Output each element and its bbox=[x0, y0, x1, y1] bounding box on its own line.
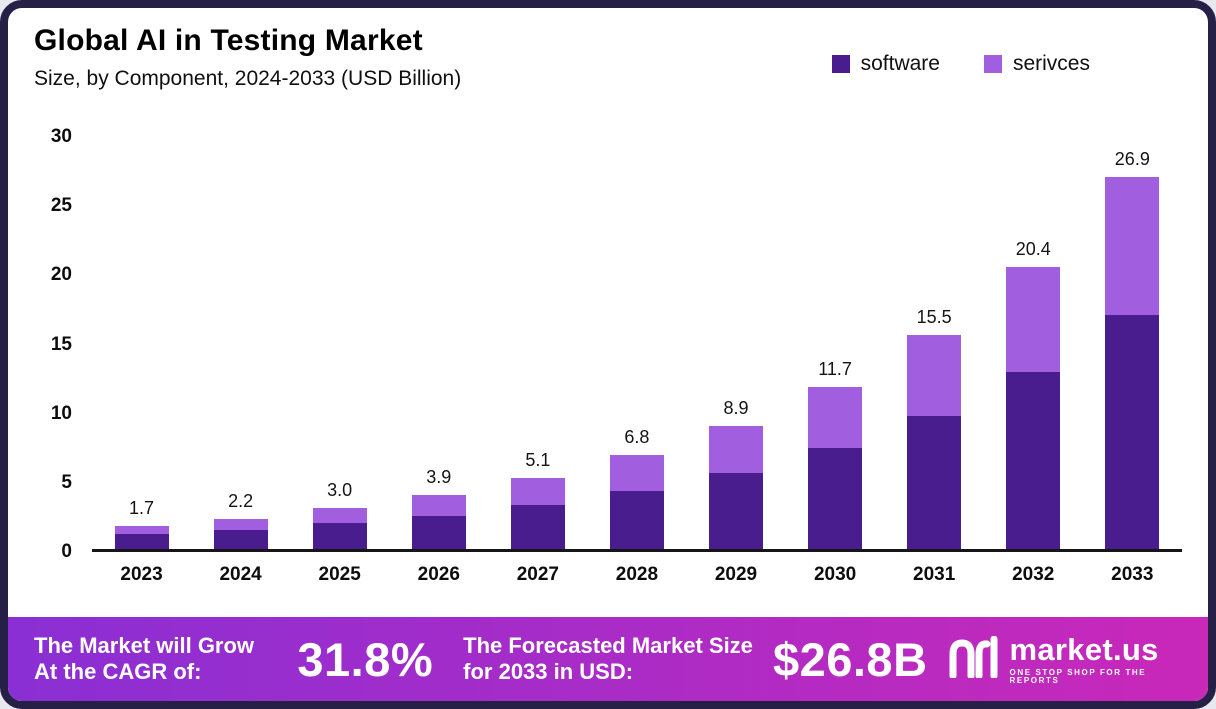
forecast-value: $26.8B bbox=[772, 632, 928, 686]
stacked-bar bbox=[1105, 176, 1160, 549]
services-segment bbox=[114, 525, 169, 534]
bar-total-label: 15.5 bbox=[916, 306, 952, 327]
y-axis-label: 0 bbox=[61, 541, 72, 562]
bar-total-label: 26.9 bbox=[1114, 148, 1150, 169]
software-segment bbox=[312, 522, 367, 549]
stacked-bar bbox=[609, 454, 664, 549]
bar-total-label: 20.4 bbox=[1015, 238, 1051, 259]
marketus-logo: market.us ONE STOP SHOP FOR THE REPORTS bbox=[948, 634, 1182, 685]
x-axis: 2023 2024 2025 2026 2027 2028 2029 2030 2031 2032… bbox=[92, 564, 1182, 586]
marketus-logo-text: market.us ONE STOP SHOP FOR THE REPORTS bbox=[1010, 634, 1182, 685]
x-axis-label: 2026 bbox=[417, 564, 460, 585]
services-segment bbox=[1006, 266, 1061, 372]
legend: software serivces bbox=[831, 52, 1090, 76]
legend-label-services: serivces bbox=[1012, 52, 1090, 75]
services-segment bbox=[510, 478, 565, 505]
services-segment bbox=[907, 334, 962, 417]
bar-group-2031: 15.5 bbox=[885, 120, 984, 549]
bar-group-2030: 11.7 bbox=[786, 120, 885, 549]
software-segment bbox=[510, 504, 565, 549]
x-axis-label: 2029 bbox=[714, 564, 758, 585]
x-axis-label: 2025 bbox=[318, 564, 361, 585]
y-axis-label: 10 bbox=[50, 402, 72, 424]
software-segment bbox=[709, 472, 763, 549]
marketus-logo-icon bbox=[948, 635, 1000, 683]
bar-total-label: 5.1 bbox=[525, 450, 551, 471]
legend-item-services: serivces bbox=[983, 52, 1090, 76]
chart-header: Global AI in Testing Market Size, by Com… bbox=[34, 24, 461, 91]
x-axis-label: 2030 bbox=[813, 564, 857, 585]
logo-tagline: ONE STOP SHOP FOR THE REPORTS bbox=[1009, 667, 1147, 685]
x-axis-label: 2023 bbox=[120, 564, 163, 585]
bar-group-2025: 3.0 bbox=[290, 120, 389, 549]
services-segment bbox=[808, 387, 863, 449]
x-axis-label: 2031 bbox=[913, 564, 956, 585]
services-segment bbox=[213, 518, 268, 530]
bar-group-2026: 3.9 bbox=[389, 120, 488, 549]
services-segment bbox=[411, 495, 466, 516]
stacked-bar bbox=[213, 518, 268, 549]
bar-total-label: 6.8 bbox=[624, 426, 650, 447]
x-axis-label: 2032 bbox=[1012, 564, 1055, 585]
y-axis-label: 30 bbox=[50, 126, 72, 147]
services-segment bbox=[1105, 176, 1160, 316]
services-swatch bbox=[983, 55, 1002, 73]
x-axis-label: 2024 bbox=[219, 564, 262, 585]
bar-group-2033: 26.9 bbox=[1083, 120, 1182, 549]
software-segment bbox=[609, 490, 664, 549]
forecast-label: The Forecasted Market Size for 2033 in U… bbox=[463, 633, 753, 684]
plot-area: 1.7 2.2 3.0 3.9 5.1 6.8 8.9 11.7 15.5 20.4 26.9 bbox=[92, 120, 1182, 552]
bar-total-label: 3.9 bbox=[426, 467, 452, 488]
software-segment bbox=[808, 448, 863, 549]
bar-total-label: 8.9 bbox=[723, 397, 749, 418]
services-segment bbox=[312, 507, 367, 523]
software-swatch bbox=[831, 55, 850, 73]
legend-label-software: software bbox=[860, 52, 940, 75]
stacked-bar bbox=[1006, 266, 1061, 549]
stacked-bar bbox=[411, 495, 466, 549]
software-segment bbox=[114, 533, 169, 549]
software-segment bbox=[907, 416, 962, 549]
bar-group-2024: 2.2 bbox=[191, 120, 290, 549]
x-axis-label: 2028 bbox=[615, 564, 659, 585]
services-segment bbox=[609, 454, 664, 491]
software-segment bbox=[1105, 315, 1160, 549]
bar-group-2028: 6.8 bbox=[587, 120, 686, 549]
cagr-label: The Market will Grow At the CAGR of: bbox=[34, 633, 255, 684]
stacked-bar bbox=[510, 478, 565, 549]
page-title: Global AI in Testing Market bbox=[34, 24, 423, 57]
stacked-bar bbox=[709, 425, 763, 549]
bar-group-2027: 5.1 bbox=[488, 120, 587, 549]
bar-total-label: 3.0 bbox=[327, 479, 353, 500]
stacked-bar bbox=[114, 525, 169, 549]
y-axis-label: 15 bbox=[50, 333, 72, 355]
logo-wordmark: market.us bbox=[1009, 631, 1159, 667]
y-axis-label: 5 bbox=[61, 471, 72, 493]
bar-total-label: 2.2 bbox=[228, 490, 254, 511]
stacked-bar bbox=[312, 507, 367, 549]
stacked-bar bbox=[907, 334, 962, 549]
legend-item-software: software bbox=[831, 52, 940, 76]
software-segment bbox=[213, 529, 268, 549]
x-axis-label: 2033 bbox=[1111, 564, 1154, 585]
bar-group-2032: 20.4 bbox=[984, 120, 1083, 549]
bar-group-2023: 1.7 bbox=[92, 120, 191, 549]
bar-total-label: 1.7 bbox=[129, 497, 155, 518]
y-axis: 0 5 10 15 20 25 30 bbox=[30, 120, 82, 562]
services-segment bbox=[709, 425, 763, 473]
y-axis-label: 20 bbox=[50, 264, 72, 286]
bar-group-2029: 8.9 bbox=[686, 120, 785, 549]
banner: The Market will Grow At the CAGR of: 31.… bbox=[8, 617, 1208, 701]
software-segment bbox=[411, 515, 466, 549]
y-axis-label: 25 bbox=[50, 195, 72, 217]
x-axis-label: 2027 bbox=[516, 564, 559, 585]
bar-total-label: 11.7 bbox=[818, 359, 852, 380]
software-segment bbox=[1006, 371, 1061, 549]
stacked-bar bbox=[808, 387, 863, 549]
chart-subtitle: Size, by Component, 2024-2033 (USD Billi… bbox=[34, 67, 462, 90]
cagr-value: 31.8% bbox=[297, 632, 434, 686]
